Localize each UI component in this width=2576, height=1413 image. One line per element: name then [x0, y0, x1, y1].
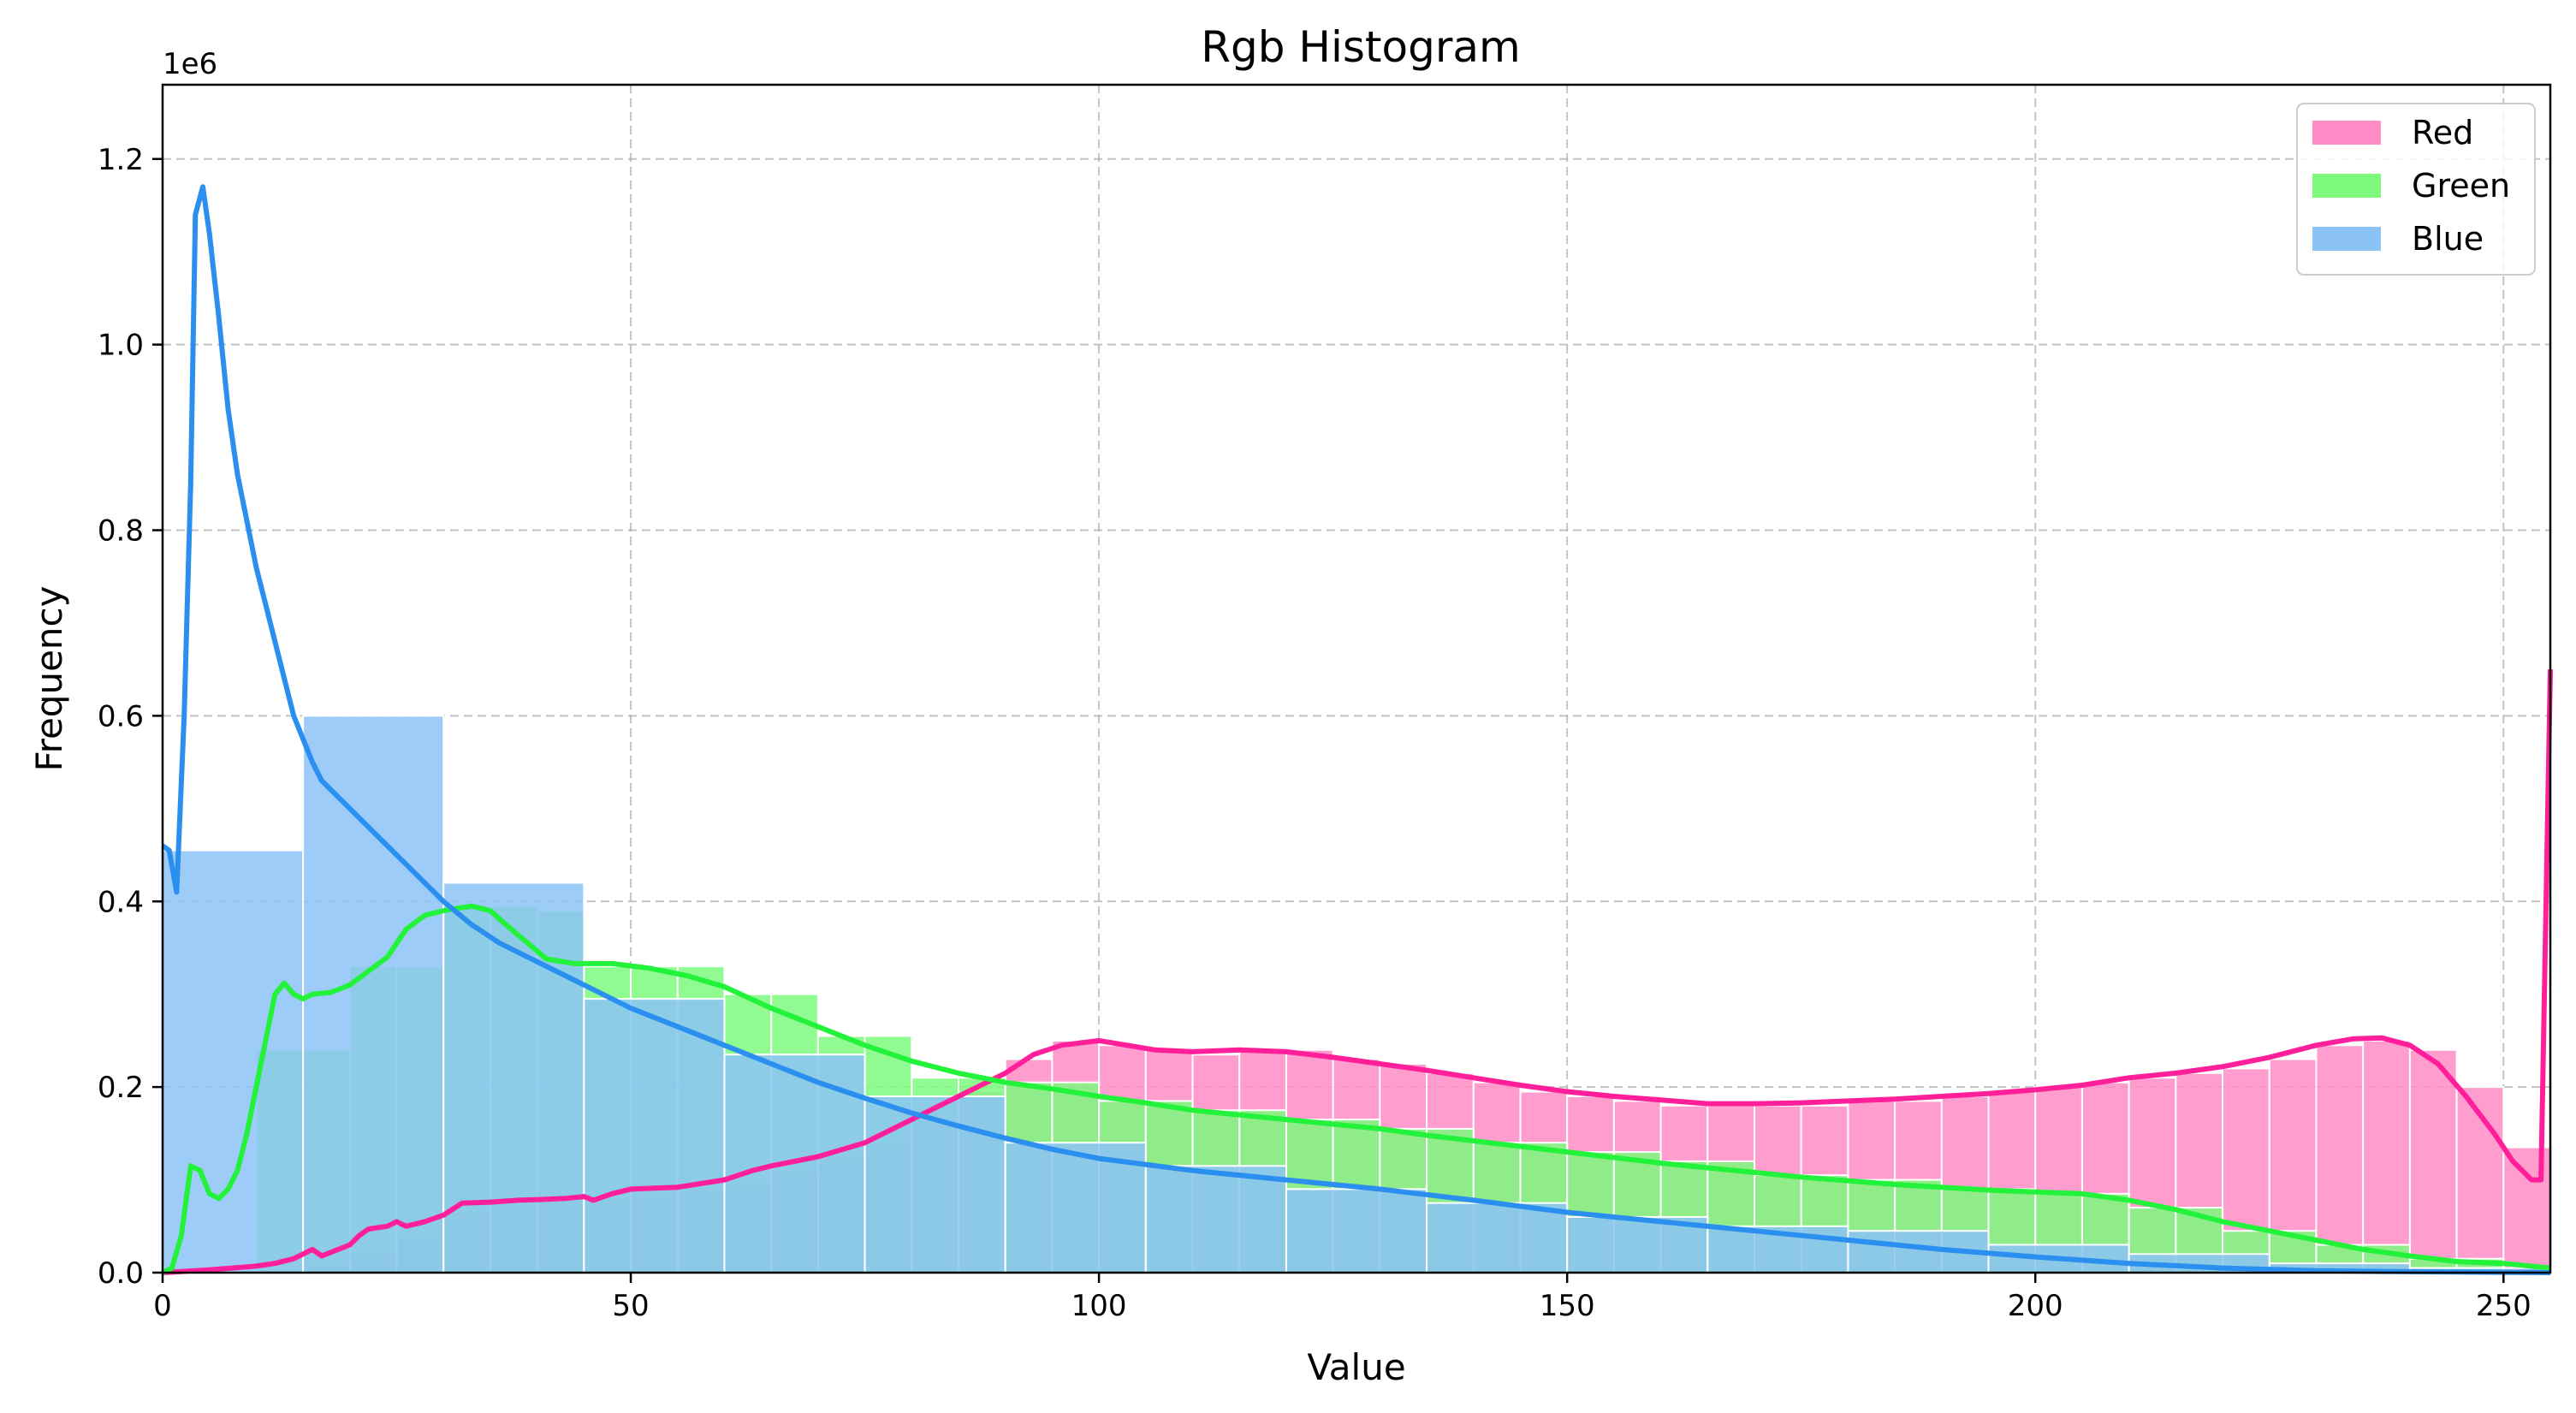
red-bar: [2408, 1048, 2458, 1273]
y-tick-label: 1.2: [98, 143, 144, 177]
legend-label-red: Red: [2412, 114, 2473, 151]
y-offset-label: 1e6: [163, 47, 217, 81]
legend: Red Green Blue: [2296, 103, 2536, 276]
blue-bar: [442, 882, 585, 1273]
y-tick-label: 0.2: [98, 1071, 144, 1105]
green-curve: [161, 903, 2551, 1275]
legend-swatch-green: [2312, 174, 2381, 198]
blue-bar: [1144, 1165, 1287, 1273]
x-tick-label: 50: [612, 1289, 649, 1323]
legend-label-green: Green: [2412, 167, 2510, 205]
blue-bar: [583, 998, 726, 1273]
legend-swatch-red: [2312, 121, 2381, 145]
blue-bar: [1426, 1202, 1569, 1273]
x-tick-label: 150: [1540, 1289, 1595, 1323]
y-tick-label: 1.0: [98, 329, 144, 363]
red-bar: [2362, 1039, 2411, 1273]
legend-label-blue: Blue: [2412, 220, 2484, 258]
histogram-bars: [162, 715, 2552, 1273]
x-tick-label: 100: [1071, 1289, 1127, 1323]
x-axis-label: Value: [1307, 1346, 1405, 1388]
red-curve: [162, 669, 2553, 1275]
x-tick-label: 0: [153, 1289, 172, 1323]
y-tick-label: 0.6: [98, 699, 144, 733]
chart-title: Rgb Histogram: [1201, 22, 1521, 72]
blue-bar: [1285, 1188, 1428, 1273]
blue-curve: [161, 184, 2551, 1275]
y-tick-label: 0.0: [98, 1256, 144, 1291]
y-tick-label: 0.8: [98, 514, 144, 549]
x-tick-label: 250: [2476, 1289, 2531, 1323]
y-tick-label: 0.4: [98, 885, 144, 919]
y-axis-ticks: 0.0 0.2 0.4 0.6 0.8 1.0 1.2: [98, 143, 163, 1291]
red-bar: [2315, 1044, 2365, 1273]
plot-frame: [161, 83, 2552, 1274]
x-tick-label: 200: [2008, 1289, 2063, 1323]
y-axis-label: Frequency: [28, 586, 70, 772]
x-axis-ticks: 0 50 100 150 200 250: [153, 1273, 2531, 1323]
blue-bar: [864, 1095, 1006, 1273]
legend-swatch-blue: [2312, 227, 2381, 251]
blue-bars: [162, 715, 2551, 1273]
density-curves: [161, 184, 2553, 1275]
